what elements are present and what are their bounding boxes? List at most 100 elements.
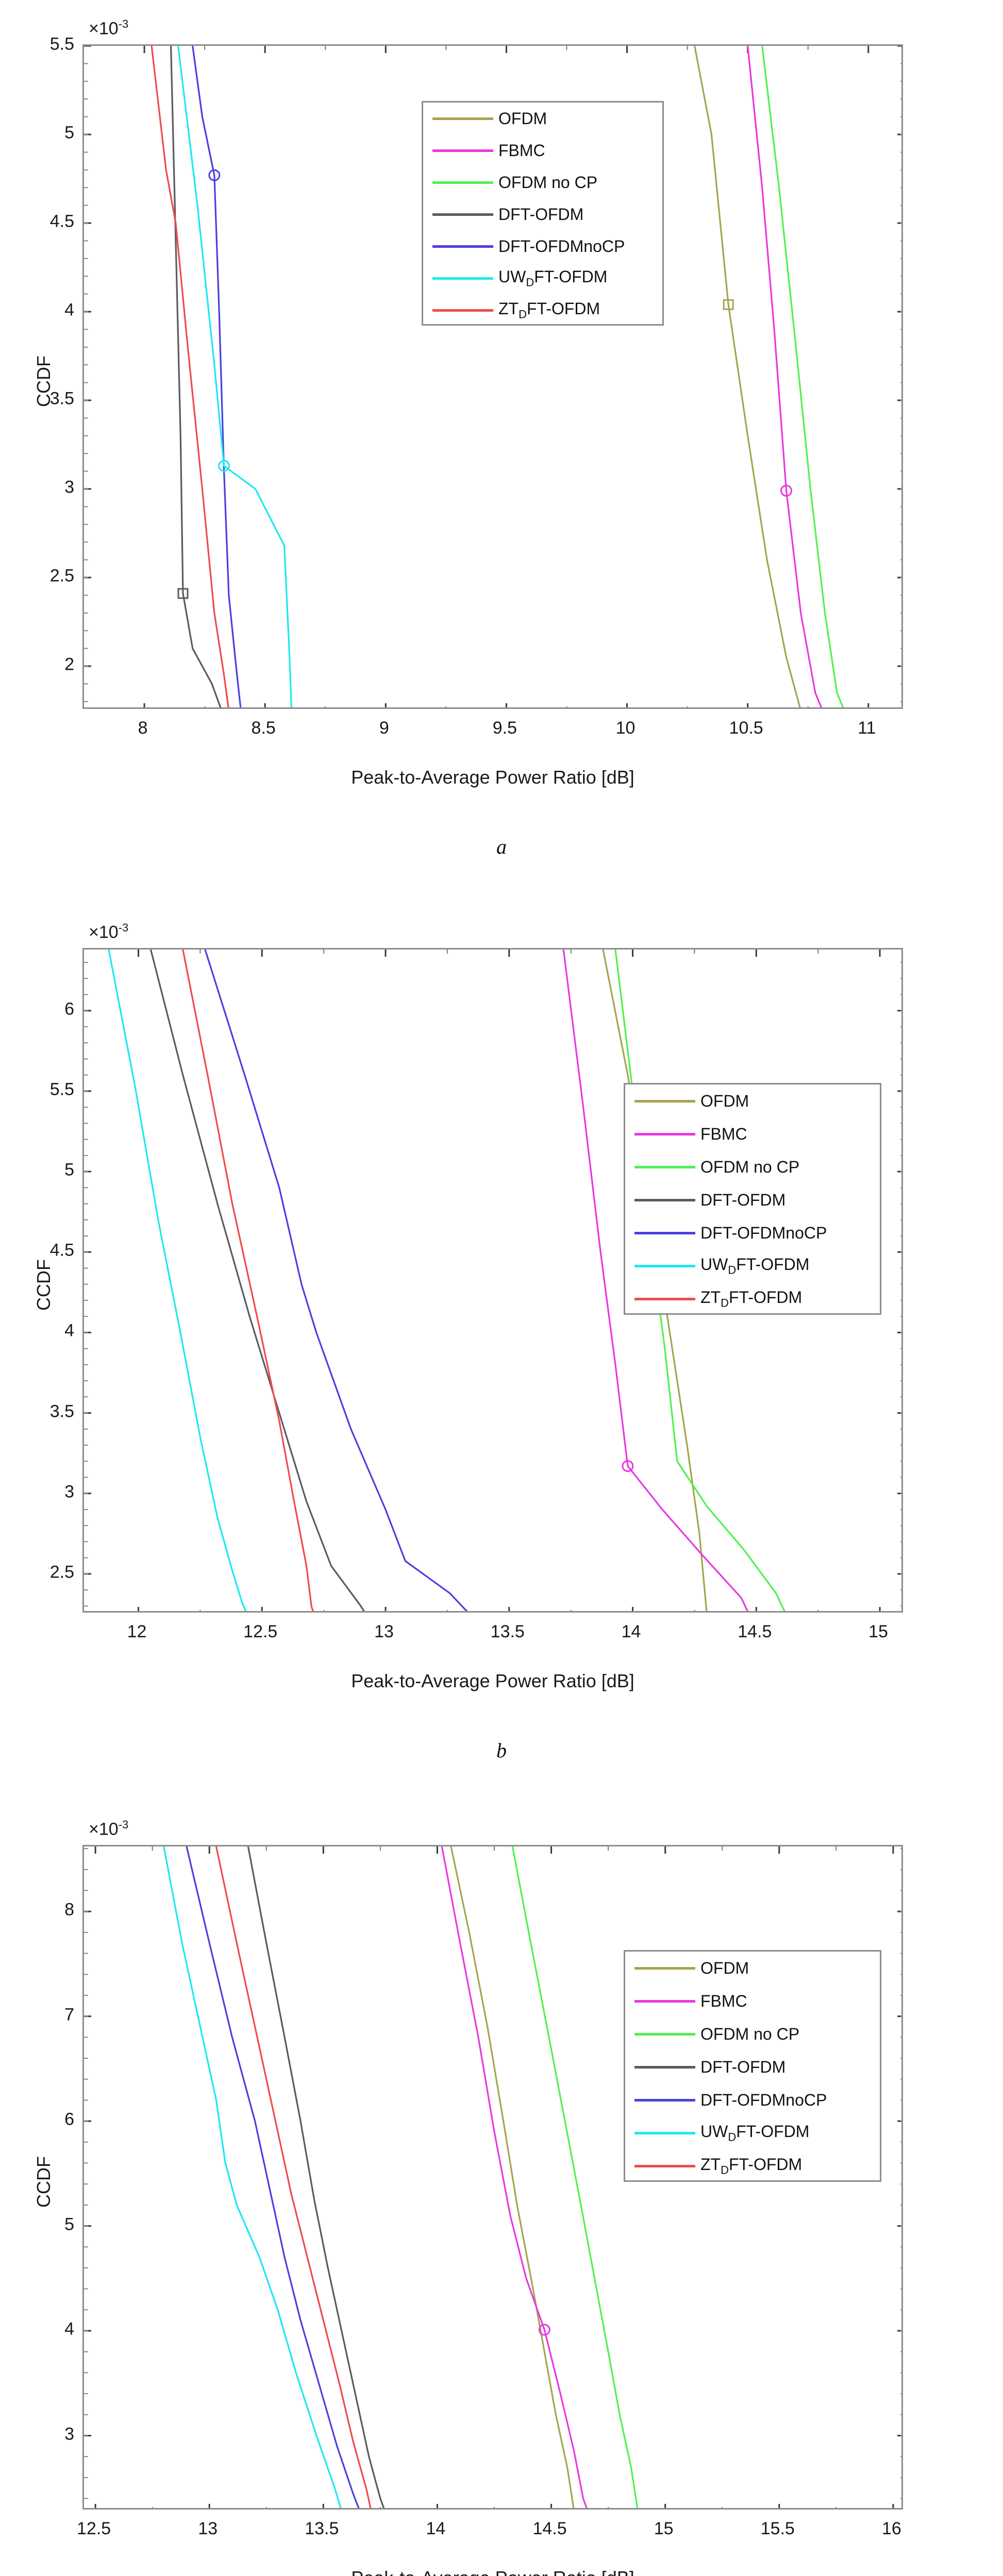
y-tick-label: 4: [64, 1320, 74, 1341]
x-tick-label: 15: [868, 1622, 888, 1641]
data-marker: [177, 588, 189, 599]
legend-item-ztdft-ofdm[interactable]: ZTDFT-OFDM: [625, 2149, 880, 2182]
data-marker: [780, 484, 793, 497]
series-line-uwdft-ofdm: [163, 1846, 342, 2508]
data-marker: [208, 169, 221, 181]
y-tick-label: 4: [64, 2319, 74, 2339]
series-canvas-b: [84, 950, 901, 1611]
y-tick-label: 5.5: [49, 1079, 74, 1099]
legend-item-label: UWDFT-OFDM: [700, 1255, 810, 1277]
legend-item-label: ZTDFT-OFDM: [700, 2155, 803, 2177]
data-marker: [218, 460, 230, 472]
series-line-ztdft-ofdm: [151, 46, 229, 707]
legend-item-uwdft-ofdm[interactable]: UWDFT-OFDM: [423, 262, 662, 294]
y-tick-label: 3: [64, 2424, 74, 2444]
legend-item-ofdm-no-cp[interactable]: OFDM no CP: [423, 166, 662, 198]
x-axis-label-a: Peak-to-Average Power Ratio [dB]: [351, 767, 634, 788]
x-tick-label: 13.5: [305, 2519, 339, 2538]
legend-swatch-line: [432, 245, 493, 248]
x-tick-label: 14.5: [532, 2519, 567, 2538]
legend-swatch-line: [634, 1132, 695, 1136]
x-tick-label: 11: [858, 718, 876, 738]
series-line-ztdft-ofdm: [215, 1846, 372, 2508]
legend-item-uwdft-ofdm[interactable]: UWDFT-OFDM: [625, 1249, 880, 1282]
legend-c[interactable]: OFDM FBMC OFDM no CP DFT-OFDM DFT-OFDMnoCP UW…: [624, 1950, 881, 2182]
series-line-dft-ofdmnocp: [204, 950, 468, 1611]
y-tick-label: 3.5: [49, 388, 74, 409]
x-tick-label: 14: [426, 2519, 446, 2538]
legend-item-label: DFT-OFDMnoCP: [700, 2091, 827, 2109]
legend-item-uwdft-ofdm[interactable]: UWDFT-OFDM: [625, 2116, 880, 2149]
series-line-ofdm: [450, 1846, 575, 2508]
y-tick-label: 5: [64, 2214, 74, 2234]
x-tick-label: 14: [621, 1622, 641, 1641]
y-tick-label: 2.5: [49, 1562, 74, 1582]
series-line-uwdft-ofdm: [108, 950, 247, 1611]
legend-item-label: OFDM no CP: [700, 1158, 800, 1176]
x-tick-label: 15.5: [760, 2519, 795, 2538]
series-line-dft-ofdm: [170, 46, 222, 707]
series-line-fbmc: [747, 46, 823, 707]
x-tick-label: 12.5: [243, 1622, 278, 1641]
legend-item-label: DFT-OFDM: [700, 2058, 786, 2076]
y-tick-label: 3: [64, 477, 74, 497]
x-tick-label: 9: [379, 718, 389, 738]
legend-item-fbmc[interactable]: FBMC: [625, 1117, 880, 1150]
legend-swatch-line: [634, 2098, 695, 2102]
y-tick-label: 4.5: [49, 1240, 74, 1260]
legend-item-label: OFDM: [700, 1092, 749, 1110]
legend-item-ofdm[interactable]: OFDM: [625, 1952, 880, 1985]
y-tick-label: 2: [64, 654, 74, 674]
legend-item-label: UWDFT-OFDM: [700, 2122, 810, 2144]
subfigure-caption-a: a: [496, 835, 507, 858]
x-tick-label: 12: [127, 1622, 147, 1641]
y-exponent-label-a: ×10-3: [89, 18, 129, 39]
y-tick-label: 7: [64, 2005, 74, 2025]
x-tick-label: 8.5: [251, 718, 276, 738]
y-tick-label: 5.5: [49, 34, 74, 54]
x-tick-label: 9.5: [492, 718, 517, 738]
legend-item-ztdft-ofdm[interactable]: ZTDFT-OFDM: [423, 294, 662, 326]
legend-swatch-line: [634, 1165, 695, 1168]
figure-panel-b: ×10-3 CCDF Peak-to-Average Power Ratio […: [0, 896, 1003, 1795]
legend-item-ofdm-no-cp[interactable]: OFDM no CP: [625, 1150, 880, 1183]
x-tick-label: 8: [138, 718, 148, 738]
y-tick-label: 2.5: [49, 566, 74, 586]
legend-item-label: DFT-OFDMnoCP: [498, 237, 625, 256]
legend-item-label: FBMC: [498, 141, 545, 160]
series-canvas-a: [84, 46, 901, 707]
legend-item-label: DFT-OFDM: [700, 1191, 786, 1209]
legend-item-dft-ofdmnocp[interactable]: DFT-OFDMnoCP: [625, 2083, 880, 2116]
legend-a[interactable]: OFDM FBMC OFDM no CP DFT-OFDM DFT-OFDMnoCP UW…: [422, 101, 664, 326]
x-tick-label: 16: [881, 2519, 901, 2538]
legend-swatch-line: [432, 149, 493, 152]
legend-item-ofdm[interactable]: OFDM: [625, 1084, 880, 1117]
series-line-fbmc: [562, 950, 748, 1611]
legend-item-dft-ofdm[interactable]: DFT-OFDM: [423, 198, 662, 230]
legend-b[interactable]: OFDM FBMC OFDM no CP DFT-OFDM DFT-OFDMnoCP UW…: [624, 1083, 881, 1315]
legend-item-fbmc[interactable]: FBMC: [625, 1985, 880, 2018]
legend-swatch-line: [432, 181, 493, 184]
series-line-ofdm-no-cp: [511, 1846, 639, 2508]
legend-swatch-line: [634, 2032, 695, 2036]
legend-item-dft-ofdm[interactable]: DFT-OFDM: [625, 1183, 880, 1216]
legend-item-label: ZTDFT-OFDM: [498, 299, 600, 321]
series-line-dft-ofdmnocp: [192, 46, 242, 707]
legend-item-ztdft-ofdm[interactable]: ZTDFT-OFDM: [625, 1282, 880, 1315]
series-line-ztdft-ofdm: [182, 950, 314, 1611]
legend-item-dft-ofdmnocp[interactable]: DFT-OFDMnoCP: [625, 1216, 880, 1249]
y-tick-label: 4: [64, 300, 74, 320]
subfigure-caption-b: b: [496, 1739, 507, 1762]
series-line-dft-ofdm: [149, 950, 365, 1611]
legend-item-dft-ofdm[interactable]: DFT-OFDM: [625, 2050, 880, 2083]
legend-swatch-line: [634, 2065, 695, 2069]
legend-item-dft-ofdmnocp[interactable]: DFT-OFDMnoCP: [423, 230, 662, 262]
x-tick-label: 10: [615, 718, 636, 738]
legend-item-label: OFDM: [700, 1959, 749, 1977]
legend-swatch-line: [634, 1999, 695, 2003]
series-line-ofdm-no-cp: [761, 46, 844, 707]
legend-item-ofdm[interactable]: OFDM: [423, 103, 662, 134]
legend-swatch-line: [634, 1297, 695, 1300]
legend-item-fbmc[interactable]: FBMC: [423, 134, 662, 166]
legend-item-ofdm-no-cp[interactable]: OFDM no CP: [625, 2018, 880, 2050]
